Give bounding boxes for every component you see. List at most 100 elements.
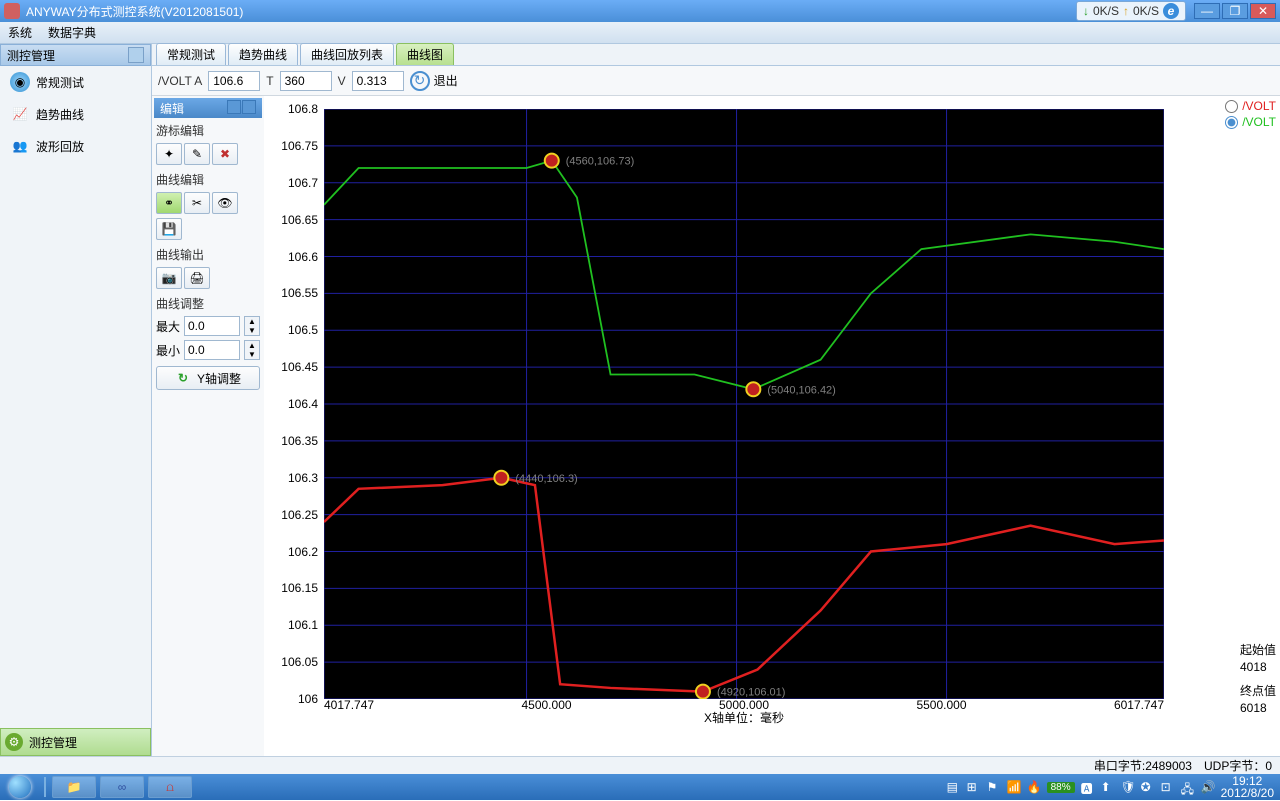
- max-spinner[interactable]: ▲▼: [244, 316, 260, 336]
- curve-tool-cut[interactable]: ✂: [184, 192, 210, 214]
- tabs: 常规测试 趋势曲线 曲线回放列表 曲线图: [152, 44, 1280, 66]
- plot: 106.8106.75106.7106.65106.6106.55106.510…: [274, 104, 1180, 724]
- maximize-button[interactable]: ❐: [1222, 3, 1248, 19]
- task-app1[interactable]: ∞: [100, 776, 144, 798]
- legend: /VOLT /VOLT: [1225, 98, 1276, 130]
- tray-icon[interactable]: 🅰: [1081, 780, 1095, 794]
- curve-tool-eye[interactable]: 👁: [212, 192, 238, 214]
- minimize-button[interactable]: —: [1194, 3, 1220, 19]
- sidebar-item-trend-curve[interactable]: 📈 趋势曲线: [0, 98, 151, 130]
- legend-item-volt-green[interactable]: /VOLT: [1225, 114, 1276, 130]
- upload-arrow-icon: ↑: [1123, 4, 1129, 18]
- chart-svg: (4560,106.73)(5040,106.42)(4440,106.3)(4…: [324, 109, 1164, 699]
- curve-tool-link[interactable]: ⚭: [156, 192, 182, 214]
- output-camera[interactable]: 📷: [156, 267, 182, 289]
- volt-input[interactable]: [208, 71, 260, 91]
- system-tray: ▤ ⊞ ⚑ 📶 🔥 88% 🅰 ⬆ 🛡 ✪ ⊡ 🖧 🔊 19:12 2012/8…: [941, 775, 1280, 799]
- t-input[interactable]: [280, 71, 332, 91]
- x-axis-label: X轴单位：毫秒: [324, 709, 1164, 726]
- max-input[interactable]: [184, 316, 240, 336]
- taskbar: 📁 ∞ ⩍ ▤ ⊞ ⚑ 📶 🔥 88% 🅰 ⬆ 🛡 ✪ ⊡ 🖧 🔊 19:12 …: [0, 774, 1280, 800]
- curve-tool-save[interactable]: 💾: [156, 218, 182, 240]
- tray-icon[interactable]: ⊡: [1161, 780, 1175, 794]
- menu-dict[interactable]: 数据字典: [48, 24, 96, 41]
- tab-curve-chart[interactable]: 曲线图: [396, 43, 454, 65]
- curve-edit-label: 曲线编辑: [154, 167, 262, 190]
- sidebar-item-waveform-playback[interactable]: 👥 波形回放: [0, 130, 151, 162]
- sidebar-footer[interactable]: ⚙ 测控管理: [0, 728, 151, 756]
- tray-signal-icon[interactable]: 📶: [1007, 780, 1021, 794]
- window-title: ANYWAY分布式测控系统(V2012081501): [26, 3, 1076, 20]
- tray-volume-icon[interactable]: 🔊: [1201, 780, 1215, 794]
- panel-close-icon[interactable]: [242, 100, 256, 114]
- y-tick-label: 106.75: [281, 139, 318, 153]
- exit-icon: [410, 71, 430, 91]
- axis-range-info: 起始值 4018 终点值 6018: [1240, 640, 1276, 716]
- min-input[interactable]: [184, 340, 240, 360]
- max-label: 最大: [156, 318, 180, 335]
- tab-playback-list[interactable]: 曲线回放列表: [300, 43, 394, 65]
- window-titlebar: ANYWAY分布式测控系统(V2012081501) ↓ 0K/S ↑ 0K/S…: [0, 0, 1280, 22]
- y-tick-label: 106.5: [288, 323, 318, 337]
- tray-icon[interactable]: ▤: [947, 780, 961, 794]
- tray-icon[interactable]: ⬆: [1101, 780, 1115, 794]
- svg-text:(4440,106.3): (4440,106.3): [515, 473, 577, 485]
- tray-icon[interactable]: ✪: [1141, 780, 1155, 794]
- y-axis-adjust-button[interactable]: ↻ Y轴调整: [156, 366, 260, 390]
- content-area: 常规测试 趋势曲线 曲线回放列表 曲线图 /VOLT A T V 退出 编辑: [152, 44, 1280, 756]
- clock[interactable]: 19:12 2012/8/20: [1221, 775, 1274, 799]
- cursor-tool-delete[interactable]: ✖: [212, 143, 238, 165]
- curve-adjust-label: 曲线调整: [154, 291, 262, 314]
- start-button[interactable]: [0, 774, 40, 800]
- y-tick-label: 106.15: [281, 581, 318, 595]
- legend-radio-green[interactable]: [1225, 116, 1238, 129]
- tray-network-icon[interactable]: 🖧: [1181, 780, 1195, 794]
- curve-output-label: 曲线输出: [154, 242, 262, 265]
- v-input[interactable]: [352, 71, 404, 91]
- legend-item-volt-red[interactable]: /VOLT: [1225, 98, 1276, 114]
- windows-orb-icon: [9, 776, 31, 798]
- menubar: 系统 数据字典: [0, 22, 1280, 44]
- edit-panel-title: 编辑: [160, 100, 184, 117]
- speed-indicator: ↓ 0K/S ↑ 0K/S e: [1076, 1, 1186, 21]
- cursor-tool-1[interactable]: ✦: [156, 143, 182, 165]
- serial-bytes: 串口字节:2489003: [1094, 757, 1192, 774]
- panel-min-icon[interactable]: [227, 100, 241, 114]
- tab-trend-curve[interactable]: 趋势曲线: [228, 43, 298, 65]
- task-app2[interactable]: ⩍: [148, 776, 192, 798]
- close-button[interactable]: ✕: [1250, 3, 1276, 19]
- upload-speed: 0K/S: [1133, 4, 1159, 18]
- reload-icon: ↻: [175, 370, 191, 386]
- output-print[interactable]: 🖨: [184, 267, 210, 289]
- legend-radio-red[interactable]: [1225, 100, 1238, 113]
- y-tick-label: 106.6: [288, 250, 318, 264]
- tab-routine-test[interactable]: 常规测试: [156, 43, 226, 65]
- battery-indicator[interactable]: 88%: [1047, 782, 1075, 793]
- sidebar-item-routine-test[interactable]: ◉ 常规测试: [0, 66, 151, 98]
- menu-system[interactable]: 系统: [8, 24, 32, 41]
- exit-button[interactable]: 退出: [410, 71, 458, 91]
- y-tick-label: 106.25: [281, 508, 318, 522]
- edit-panel-header: 编辑: [154, 98, 262, 118]
- min-label: 最小: [156, 342, 180, 359]
- volt-label: /VOLT A: [158, 74, 202, 88]
- pin-icon[interactable]: [128, 47, 144, 63]
- end-value: 6018: [1240, 700, 1276, 716]
- y-tick-label: 106.4: [288, 397, 318, 411]
- tray-icon[interactable]: 🔥: [1027, 780, 1041, 794]
- chart-background[interactable]: (4560,106.73)(5040,106.42)(4440,106.3)(4…: [324, 109, 1164, 699]
- tray-icon[interactable]: ⊞: [967, 780, 981, 794]
- tray-shield-icon[interactable]: 🛡: [1121, 780, 1135, 794]
- task-explorer[interactable]: 📁: [52, 776, 96, 798]
- y-tick-label: 106.7: [288, 176, 318, 190]
- tray-icon[interactable]: ⚑: [987, 780, 1001, 794]
- sidebar-header: 测控管理: [0, 44, 151, 66]
- y-tick-label: 106.35: [281, 434, 318, 448]
- sidebar: 测控管理 ◉ 常规测试 📈 趋势曲线 👥 波形回放 ⚙ 测控管理: [0, 44, 152, 756]
- trend-curve-icon: 📈: [10, 104, 30, 124]
- edit-panel: 编辑 游标编辑 ✦ ✎ ✖ 曲线编辑 ⚭ ✂ 👁 💾 曲线输: [152, 96, 264, 756]
- cursor-tool-2[interactable]: ✎: [184, 143, 210, 165]
- min-spinner[interactable]: ▲▼: [244, 340, 260, 360]
- sidebar-item-label: 常规测试: [36, 74, 84, 91]
- ie-icon[interactable]: e: [1163, 3, 1179, 19]
